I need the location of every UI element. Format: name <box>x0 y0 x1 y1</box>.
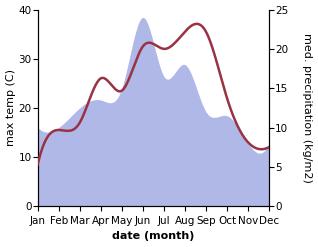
X-axis label: date (month): date (month) <box>112 231 195 242</box>
Y-axis label: max temp (C): max temp (C) <box>5 69 16 146</box>
Y-axis label: med. precipitation (kg/m2): med. precipitation (kg/m2) <box>302 33 313 183</box>
